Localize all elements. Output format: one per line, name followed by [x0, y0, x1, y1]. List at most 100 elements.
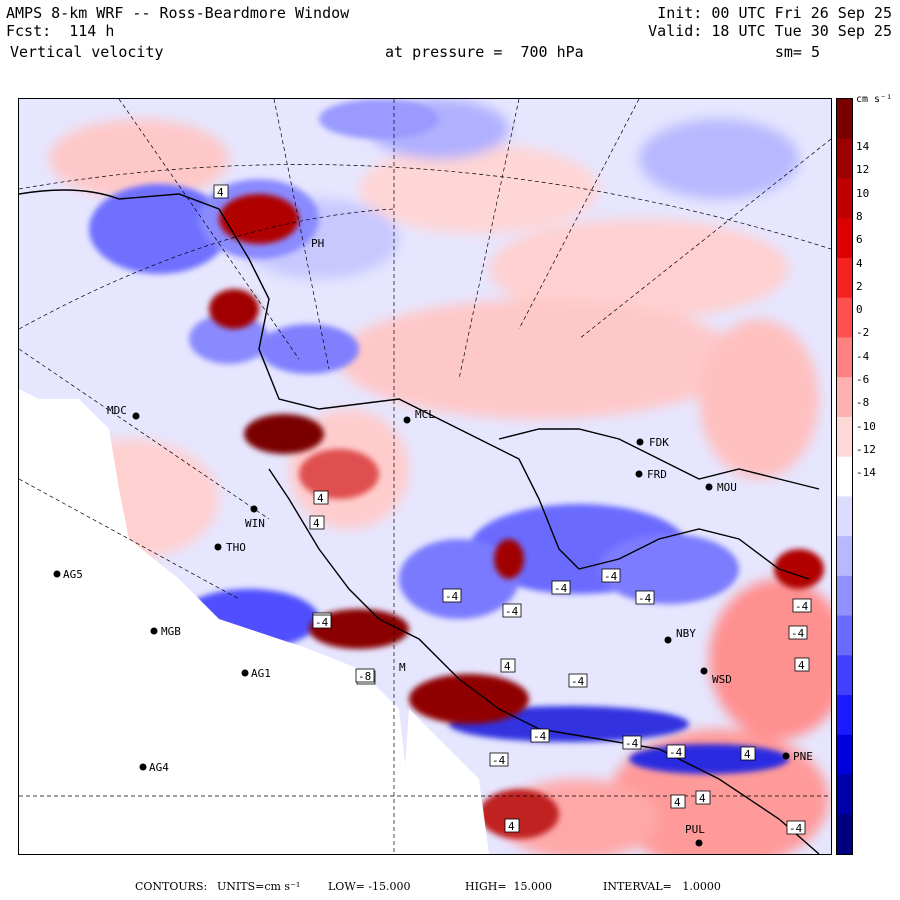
- svg-text:-4: -4: [554, 582, 568, 595]
- colorbar-band: [837, 178, 852, 219]
- contour-labels: 4 -4 -4 -4 -4 -4 4 4 -4 -4 4 -4 -4 4 4 4…: [213, 184, 812, 835]
- colorbar-tick-label: 0: [856, 303, 863, 317]
- colorbar-tick-label: 4: [856, 256, 863, 270]
- station-dot-mou: [705, 483, 713, 491]
- colorbar-band: [837, 814, 852, 854]
- contour-label: 4: [740, 746, 756, 761]
- footer-interval: INTERVAL= 1.0000: [603, 880, 721, 893]
- svg-text:-4: -4: [604, 570, 618, 583]
- station-dot-mcl: [403, 416, 411, 424]
- station-dot-mdc: [132, 412, 140, 420]
- contour-label: -4: [788, 625, 808, 640]
- contour-label: -4: [489, 752, 509, 767]
- contour-label: -4: [502, 603, 522, 618]
- svg-text:-4: -4: [533, 730, 547, 743]
- station-dot-pne: [782, 752, 790, 760]
- colorbar-tick-label: 8: [856, 209, 863, 223]
- ross-ice-shelf-area: [19, 389, 409, 854]
- svg-text:-4: -4: [571, 675, 585, 688]
- colorbar-band: [837, 615, 852, 656]
- colorbar-tick-label: -10: [856, 419, 876, 433]
- colorbar-band: [837, 99, 852, 140]
- colorbar-band: [837, 695, 852, 736]
- colorbar-band: [837, 377, 852, 418]
- contour-label: -4: [568, 673, 588, 688]
- colorbar-tick-label: 12: [856, 163, 870, 177]
- colorbar-tick-label: 6: [856, 233, 863, 247]
- svg-text:-4: -4: [445, 590, 459, 603]
- station-dot-ag1: [241, 669, 249, 677]
- contour-label: 4: [794, 657, 810, 672]
- station-dot-fdk: [636, 438, 644, 446]
- footer-low: LOW= -15.000: [328, 880, 411, 893]
- svg-text:-4: -4: [638, 592, 652, 605]
- colorbar-units: cm s⁻¹: [856, 94, 893, 105]
- colorbar-gradient: [837, 99, 852, 854]
- colorbar-tick-label: 14: [856, 140, 870, 153]
- station-label-wsd: WSD: [712, 673, 732, 686]
- svg-text:-4: -4: [791, 627, 805, 640]
- contour-label: -4: [666, 744, 686, 759]
- svg-text:-4: -4: [492, 754, 506, 767]
- colorbar-band: [837, 337, 852, 378]
- contour-label: -4: [622, 735, 642, 750]
- footer-high: HIGH= 15.000: [465, 880, 553, 893]
- svg-text:-4: -4: [795, 600, 809, 613]
- colorbar-tick-label: -14: [856, 466, 876, 480]
- contour-label: -8: [355, 668, 375, 683]
- colorbar-tick-label: 2: [856, 279, 863, 293]
- station-label-tho: THO: [226, 541, 246, 554]
- station-label-mdc: MDC: [107, 404, 127, 417]
- station-label-ag4: AG4: [149, 761, 169, 774]
- colorbar-tick-label: -6: [856, 373, 870, 386]
- svg-text:-8: -8: [358, 670, 371, 683]
- colorbar-tick-label: 10: [856, 186, 870, 200]
- colorbar-band: [837, 456, 852, 497]
- contour-label: -4: [551, 580, 571, 595]
- graticule: [19, 99, 831, 854]
- station-dot-ag4: [139, 763, 147, 771]
- coastline: [19, 189, 820, 854]
- contour-label: -4: [442, 588, 462, 603]
- contour-label: -4: [635, 590, 655, 605]
- colorbar-band: [837, 655, 852, 696]
- init-time: Init: 00 UTC Fri 26 Sep 25: [657, 4, 892, 22]
- svg-text:4: 4: [317, 492, 324, 505]
- vertical-velocity-map: MDC MCL FDK FRD MOU WIN THO AG5 MGB AG1 …: [19, 99, 831, 854]
- map-panel: MDC MCL FDK FRD MOU WIN THO AG5 MGB AG1 …: [18, 98, 832, 855]
- station-label-win: WIN: [245, 517, 265, 530]
- station-label-mcl: MCL: [415, 408, 435, 421]
- svg-text:4: 4: [699, 792, 706, 805]
- station-label-ag5: AG5: [63, 568, 83, 581]
- station-dot-mgb: [150, 627, 158, 635]
- colorbar-band: [837, 734, 852, 776]
- svg-text:4: 4: [744, 748, 751, 761]
- contour-label: 4: [500, 658, 516, 673]
- svg-text:4: 4: [508, 820, 515, 833]
- colorbar-band: [837, 575, 852, 617]
- station-dot-frd: [635, 470, 643, 478]
- colorbar-band: [837, 218, 852, 259]
- contour-label: 4: [313, 490, 329, 505]
- colorbar-tick-label: -8: [856, 396, 870, 410]
- pressure-level: at pressure = 700 hPa: [385, 43, 584, 61]
- contour-label: -4: [312, 614, 332, 629]
- station-label-pul: PUL: [685, 823, 705, 836]
- colorbar: [836, 98, 853, 855]
- contour-label: 4: [504, 818, 520, 833]
- contour-label: 4: [695, 790, 711, 805]
- svg-text:-4: -4: [505, 605, 519, 618]
- footer-units: UNITS=cm s⁻¹: [217, 880, 301, 893]
- station-dot-tho: [214, 543, 222, 551]
- contour-label: 4: [670, 794, 686, 809]
- station-label-pne: PNE: [793, 750, 813, 763]
- station-label-mgb: MGB: [161, 625, 181, 638]
- forecast-hour: Fcst: 114 h: [6, 22, 115, 40]
- upward-motion-cores: [209, 194, 824, 839]
- ross-ice-shelf-area-east: [399, 709, 489, 854]
- svg-text:4: 4: [313, 517, 320, 530]
- svg-text:4: 4: [798, 659, 805, 672]
- svg-text:4: 4: [504, 660, 511, 673]
- svg-text:-4: -4: [625, 737, 639, 750]
- colorbar-band: [837, 774, 852, 815]
